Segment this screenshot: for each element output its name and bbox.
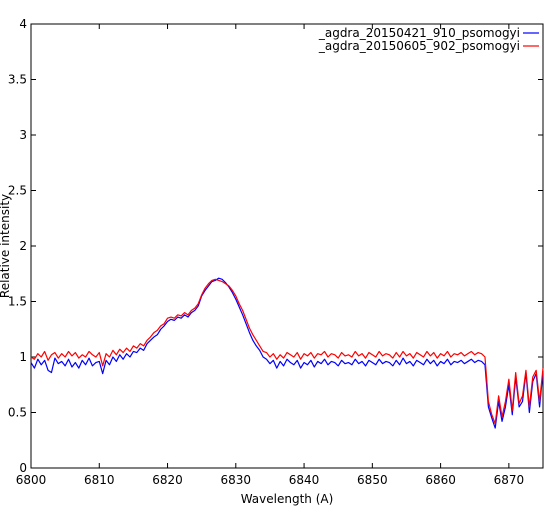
y-axis-label: Relative intensity [0,194,12,298]
x-tick-label: 6810 [84,473,115,487]
x-axis-label: Wavelength (A) [241,492,334,506]
plot-area [30,23,544,469]
y-tick-label: 3.5 [8,73,27,87]
x-axis-ticks: 6800 6810 6820 6830 6840 6850 6860 6870 [16,24,524,487]
legend: _agdra_20150421_910_psomogyi_agdra_20150… [318,26,539,53]
x-tick-label: 6850 [357,473,388,487]
x-tick-label: 6800 [16,473,47,487]
series-layer [30,277,544,429]
legend-label-1: _agdra_20150421_910_psomogyi [318,26,520,40]
series-line-2 [30,278,544,425]
y-tick-label: 1.5 [8,295,27,309]
x-tick-label: 6830 [221,473,252,487]
y-tick-label: 2 [19,239,27,253]
x-tick-label: 6870 [494,473,525,487]
x-tick-label: 6860 [425,473,456,487]
y-tick-label: 1 [19,350,27,364]
y-tick-label: 0 [19,461,27,475]
legend-label-2: _agdra_20150605_902_psomogyi [318,39,520,53]
y-tick-label: 4 [19,17,27,31]
x-tick-label: 6820 [152,473,183,487]
y-axis-ticks: 0 0.5 1 1.5 2 2.5 3 3.5 4 [8,17,543,475]
y-tick-label: 0.5 [8,406,27,420]
series-line-1 [30,277,544,429]
y-tick-label: 3 [19,128,27,142]
x-tick-label: 6840 [289,473,320,487]
y-tick-label: 2.5 [8,184,27,198]
